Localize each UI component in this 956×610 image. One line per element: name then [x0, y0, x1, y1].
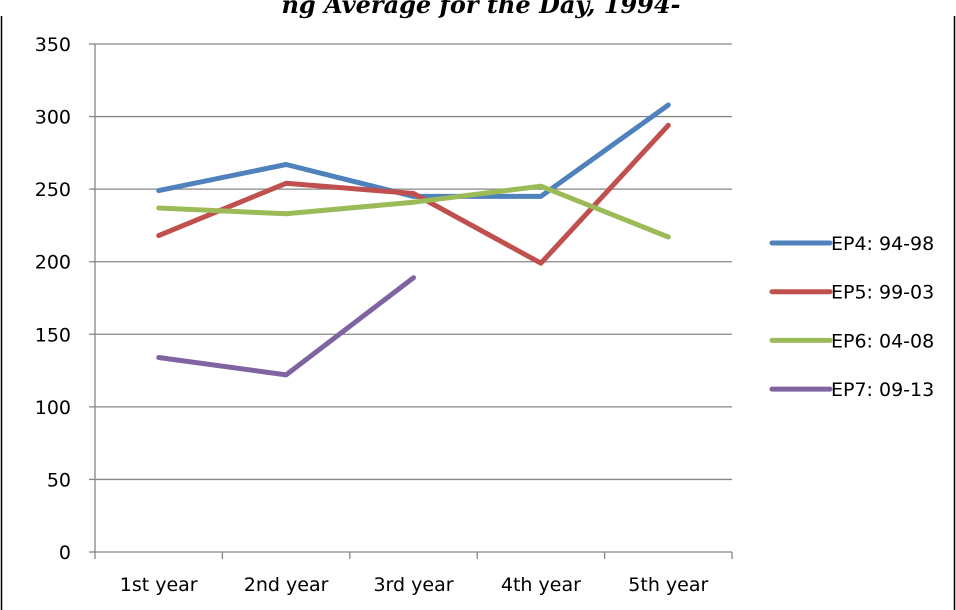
x-tick-label: 1st year: [120, 574, 198, 596]
series-line-2: [156, 122, 671, 266]
y-axis-ticks: 0 50 100 150 200 250 300 350: [35, 34, 95, 564]
legend-label-2: EP5: 99-03: [831, 282, 934, 304]
legend-label-1: EP4: 94-98: [831, 233, 934, 255]
y-tick-label: 300: [35, 107, 71, 129]
y-tick-label: 200: [35, 252, 71, 274]
legend: EP4: 94-98 EP5: 99-03 EP6: 04-08 EP7: 09-13: [769, 233, 934, 401]
y-tick-label: 100: [35, 397, 71, 419]
gridlines: [95, 43, 732, 481]
legend-label-3: EP6: 04-08: [831, 330, 934, 352]
legend-label-4: EP7: 09-13: [831, 379, 934, 401]
y-tick-label: 50: [47, 469, 71, 491]
series-line-3: [156, 183, 671, 240]
axes: [94, 44, 732, 553]
x-tick-label: 3rd year: [373, 574, 453, 596]
series-lines: [156, 102, 671, 378]
y-tick-label: 350: [35, 34, 71, 56]
y-tick-label: 0: [59, 542, 71, 564]
x-tick-label: 4th year: [501, 574, 581, 596]
y-tick-label: 250: [35, 179, 71, 201]
chart-title: ng Average for the Day, 1994-: [281, 0, 680, 19]
x-tick-label: 5th year: [628, 574, 708, 596]
y-tick-label: 150: [35, 324, 71, 346]
x-axis-ticks: 1st year 2nd year 3rd year 4th year 5th year: [94, 552, 733, 596]
series-line-4: [156, 275, 416, 378]
x-tick-label: 2nd year: [244, 574, 329, 596]
series-line-1: [156, 102, 671, 199]
